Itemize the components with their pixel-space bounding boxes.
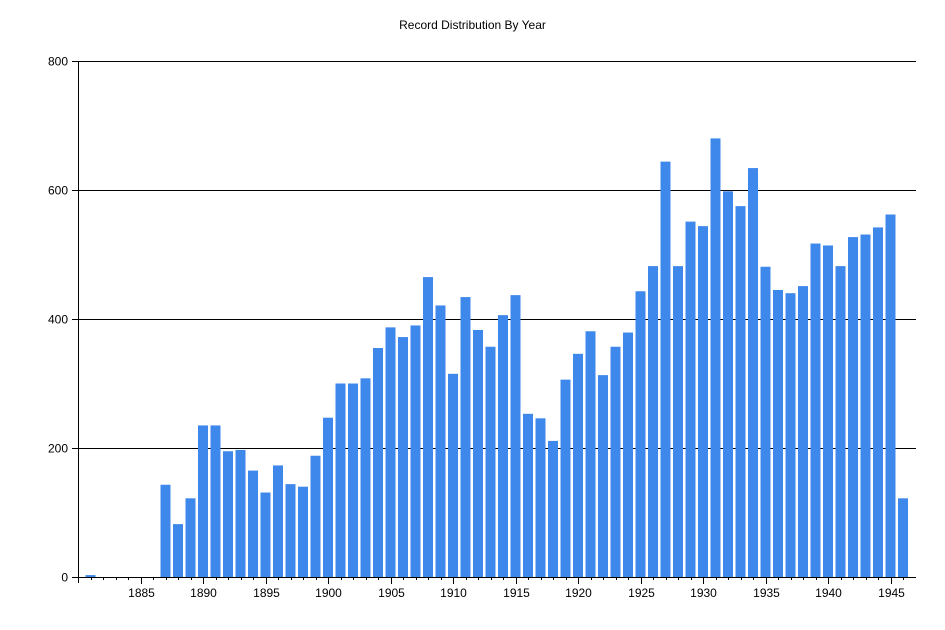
bar [560, 379, 571, 577]
bar [873, 227, 883, 577]
bar [523, 413, 533, 577]
bar [173, 524, 183, 577]
bar [373, 348, 383, 577]
bar [573, 353, 583, 577]
bar [248, 470, 258, 577]
y-tick-label: 400 [48, 313, 68, 327]
bar [610, 346, 621, 577]
bar [185, 498, 196, 577]
bars [85, 138, 908, 578]
bar [710, 138, 721, 577]
x-tick-label: 1890 [190, 586, 217, 600]
bar [85, 575, 96, 577]
bar [885, 214, 896, 577]
bar [760, 266, 771, 577]
bar [385, 327, 396, 577]
bar [273, 465, 283, 577]
bar [773, 289, 783, 577]
bar [723, 191, 733, 578]
bar [535, 418, 546, 577]
bar [360, 378, 371, 577]
bar [735, 206, 746, 578]
bar [823, 245, 833, 577]
bar [323, 417, 333, 577]
x-tick-label: 1945 [878, 586, 905, 600]
bar [685, 221, 696, 578]
bar [810, 243, 821, 578]
bar [860, 234, 871, 577]
bar [435, 305, 446, 577]
y-tick-label: 200 [48, 442, 68, 456]
bar [498, 315, 508, 577]
bar [598, 375, 608, 577]
x-tick-label: 1920 [565, 586, 592, 600]
x-tick-label: 1885 [128, 586, 155, 600]
bar [223, 451, 233, 577]
bar [748, 168, 758, 577]
bar [623, 332, 633, 577]
x-tick-label: 1910 [440, 586, 467, 600]
x-tick-label: 1900 [315, 586, 342, 600]
bar [848, 237, 858, 577]
x-tick-label: 1925 [628, 586, 655, 600]
bar [160, 484, 171, 577]
bar [798, 286, 808, 577]
bar [660, 161, 671, 577]
bar [235, 449, 246, 577]
bar [448, 373, 458, 577]
bar [348, 383, 358, 577]
y-tick-label: 600 [48, 184, 68, 198]
bar [648, 266, 658, 577]
bar [210, 425, 221, 577]
x-tick-label: 1930 [690, 586, 717, 600]
x-tick-label: 1915 [503, 586, 530, 600]
bar [510, 295, 521, 577]
bar [285, 484, 296, 577]
x-tick-label: 1895 [253, 586, 280, 600]
x-tick-label: 1905 [378, 586, 405, 600]
bar [298, 486, 308, 577]
y-tick-label: 0 [61, 571, 68, 585]
bar [898, 498, 908, 577]
bar [835, 266, 846, 577]
x-tick-label: 1940 [815, 586, 842, 600]
bar [398, 337, 408, 577]
bar [198, 425, 208, 577]
bar [635, 291, 646, 577]
bar [473, 329, 483, 577]
chart-title: Record Distribution By Year [399, 18, 546, 32]
bar [310, 455, 321, 577]
x-tick-label: 1935 [753, 586, 780, 600]
bar [335, 383, 346, 577]
bar [460, 297, 471, 577]
bar [485, 346, 496, 577]
bar [260, 492, 271, 577]
bar [423, 277, 433, 577]
bar [698, 226, 708, 577]
bar [673, 266, 683, 577]
bar [410, 325, 421, 577]
bar [548, 440, 558, 577]
bar [585, 331, 596, 577]
y-tick-label: 800 [48, 55, 68, 69]
tick-labels: 0 200 400 600 800 1885 1890 1895 1900 1905 1910 191… [48, 55, 905, 601]
bar [785, 293, 796, 577]
axes [72, 61, 916, 584]
